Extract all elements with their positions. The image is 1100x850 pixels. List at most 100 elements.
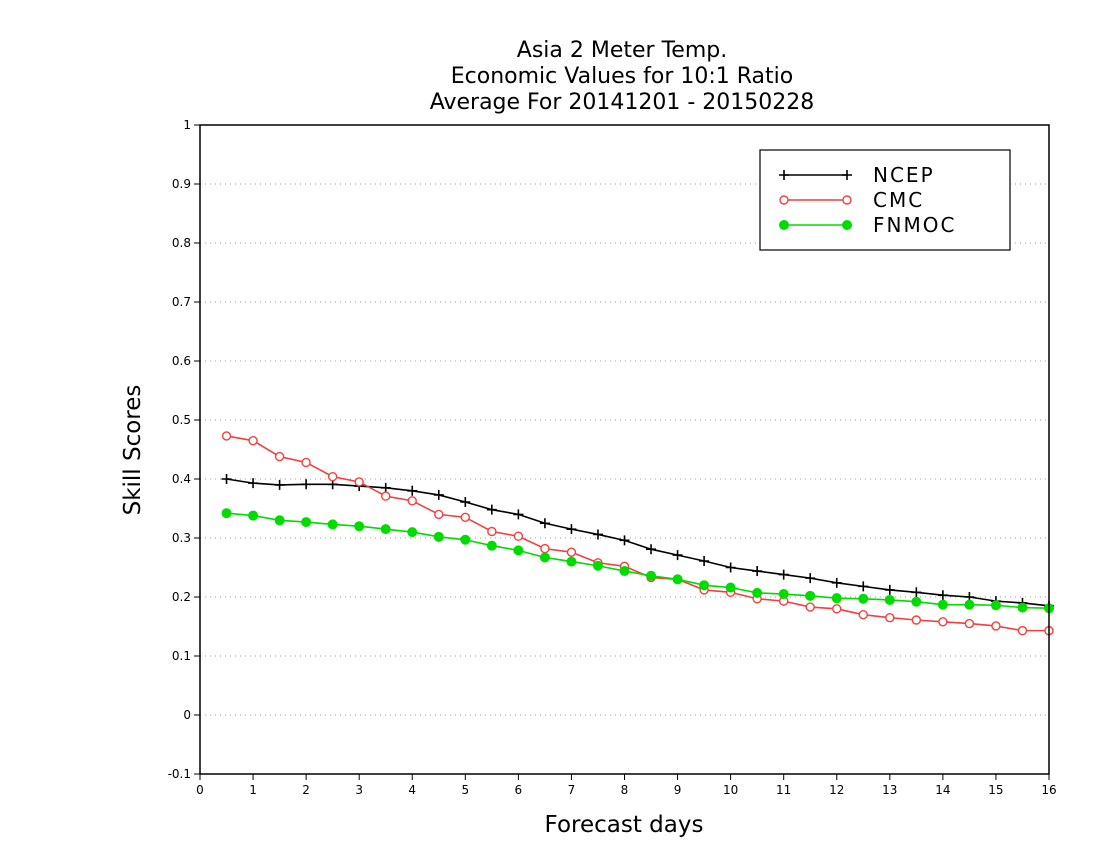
x-tick-label: 1 (249, 783, 257, 797)
series-ncep-point (248, 478, 259, 489)
series-fnmoc-point (433, 531, 444, 542)
series-cmc-point (513, 531, 524, 541)
series-ncep-point (460, 497, 471, 508)
series-cmc-point (407, 496, 417, 506)
series-fnmoc-point (911, 596, 922, 607)
series-cmc-point (1017, 625, 1028, 636)
x-tick-label: 3 (355, 783, 363, 797)
y-tick-label: 0.1 (172, 649, 191, 663)
series-cmc-point (274, 451, 285, 462)
series-fnmoc-point (884, 594, 895, 605)
series-fnmoc-point (699, 580, 710, 591)
series-ncep-point (884, 584, 895, 595)
series-fnmoc-point (539, 552, 550, 563)
x-tick-label: 12 (829, 783, 844, 797)
series-cmc-point (566, 547, 577, 557)
series-cmc-point (858, 610, 868, 620)
title-line-1: Asia 2 Meter Temp. (517, 38, 727, 63)
series-fnmoc-point (407, 527, 418, 538)
series-fnmoc-point (805, 590, 816, 601)
legend-fnmoc-point (779, 220, 789, 230)
series-fnmoc-point (646, 570, 657, 581)
legend-fnmoc-point (842, 220, 852, 230)
series-fnmoc (221, 508, 1054, 614)
x-tick-label: 10 (723, 783, 738, 797)
y-tick-label: 0.2 (172, 590, 191, 604)
legend-label-ncep: NCEP (873, 163, 935, 187)
y-tick-label: 0.7 (172, 295, 191, 309)
title-line-2: Economic Values for 10:1 Ratio (451, 64, 793, 89)
series-fnmoc-point (301, 517, 312, 528)
series-fnmoc-point (831, 593, 842, 604)
legend-item-fnmoc: FNMOC (779, 213, 956, 237)
series-ncep-point (911, 587, 922, 598)
series-cmc-point (434, 509, 444, 520)
series-ncep-point (646, 544, 657, 555)
series-cmc-point (354, 477, 364, 487)
series-ncep-line (226, 478, 1050, 607)
series-cmc-point (911, 615, 922, 625)
series-ncep-point (566, 524, 577, 535)
x-tick-label: 13 (882, 783, 897, 797)
legend-label-fnmoc: FNMOC (873, 213, 956, 237)
x-tick-label: 2 (302, 783, 310, 797)
x-tick-label: 6 (515, 783, 523, 797)
series-fnmoc-point (513, 545, 524, 556)
series-cmc-point (460, 512, 471, 523)
series-cmc-point (327, 471, 338, 482)
legend-item-ncep: NCEP (779, 163, 935, 187)
series-fnmoc-point (566, 556, 577, 567)
y-tick-label: 0.4 (172, 472, 191, 486)
x-tick-label: 7 (568, 783, 576, 797)
x-tick-label: 16 (1041, 783, 1056, 797)
chart-title: Asia 2 Meter Temp. Economic Values for 1… (430, 38, 815, 115)
series-ncep-point (752, 566, 763, 577)
series-ncep-point (937, 590, 948, 601)
x-tick-label: 4 (408, 783, 416, 797)
legend-cmc-point (842, 195, 852, 205)
series-cmc-point (964, 618, 975, 629)
legend-label-cmc: CMC (873, 188, 924, 212)
x-tick-label: 9 (674, 783, 682, 797)
grid (200, 183, 1049, 716)
series-cmc-point (938, 617, 948, 627)
x-tick-label: 0 (196, 783, 204, 797)
x-tick-label: 15 (988, 783, 1003, 797)
series-ncep-point (539, 518, 550, 529)
series-cmc (221, 431, 1054, 636)
series-fnmoc-point (778, 589, 789, 600)
series-fnmoc-point (1017, 602, 1028, 613)
series-fnmoc-point (619, 566, 630, 577)
series-cmc-point (487, 526, 497, 537)
series-layer (221, 431, 1054, 636)
series-cmc-point (301, 457, 311, 468)
series-ncep-point (831, 577, 842, 588)
series-cmc-line (226, 435, 1049, 632)
series-fnmoc-point (248, 510, 259, 521)
x-axis-label: Forecast days (545, 812, 704, 838)
series-cmc-point (540, 543, 550, 554)
x-tick-label: 8 (621, 783, 629, 797)
series-fnmoc-point (380, 524, 391, 535)
x-tick-label: 14 (935, 783, 950, 797)
y-tick-label: 0.9 (172, 177, 191, 191)
y-tick-label: 0 (183, 708, 191, 722)
series-cmc-point (381, 491, 391, 501)
series-cmc-point (248, 435, 258, 446)
series-fnmoc-point (274, 515, 285, 526)
y-tick-label: 1 (183, 118, 191, 132)
legend-ncep-point (779, 170, 789, 180)
series-cmc-point (221, 431, 232, 441)
series-cmc-point (885, 612, 895, 623)
legend-cmc-point (779, 195, 789, 205)
series-ncep-point (725, 562, 736, 573)
x-tick-label: 5 (461, 783, 469, 797)
y-tick-label: 0.8 (172, 236, 191, 250)
legend-item-cmc: CMC (779, 188, 924, 212)
series-ncep-point (380, 482, 391, 493)
series-fnmoc-point (990, 600, 1001, 611)
series-ncep-point (513, 509, 524, 520)
